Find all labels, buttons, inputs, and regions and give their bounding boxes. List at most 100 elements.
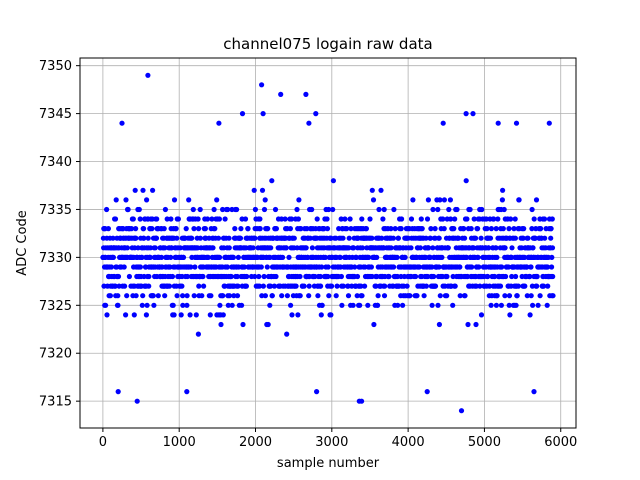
data-point [257,216,263,222]
data-point [217,302,223,308]
data-point [533,197,540,203]
y-tick-label: 7330 [39,251,72,266]
data-point [220,293,226,299]
data-point [414,293,420,299]
data-point [328,312,334,318]
data-point [388,226,394,232]
data-point [541,216,548,222]
data-point [133,293,139,299]
data-point [284,331,290,337]
data-point [144,197,150,203]
data-point [522,254,528,260]
data-point [318,283,324,289]
data-point [369,235,375,241]
data-point [506,226,512,232]
data-point [234,206,240,213]
data-point [541,283,547,289]
data-point [322,254,328,260]
data-point [398,226,404,232]
data-point [115,293,121,299]
data-point [164,216,170,222]
outlier-point [495,120,501,126]
x-tick-label: 1000 [163,435,196,450]
data-point [484,226,490,232]
data-point [362,283,368,289]
data-point [404,283,410,289]
data-point [205,254,211,260]
data-point [130,216,136,222]
chart-title: channel075 logain raw data [223,35,432,53]
data-point [256,273,262,280]
data-point [366,254,372,260]
data-point [445,245,451,251]
data-point [152,245,158,251]
data-point [394,254,400,260]
data-point [104,312,110,318]
data-point [369,273,375,280]
data-point [207,312,213,318]
data-point [265,226,271,232]
data-point [337,254,343,260]
data-point [195,216,201,222]
y-tick-label: 7350 [39,59,72,74]
data-point [141,235,147,241]
data-point [487,235,494,241]
data-point [426,245,432,251]
data-point [268,245,274,251]
data-point [234,293,241,299]
data-point [225,206,231,213]
data-point [505,264,512,270]
data-point [108,264,114,270]
data-point [177,245,183,251]
data-point [112,283,118,289]
data-point [318,312,324,318]
data-point [522,283,528,289]
data-point [439,254,445,260]
data-point [150,187,156,193]
data-point [365,302,371,308]
data-point [513,302,519,308]
data-point [515,283,522,289]
data-point [454,206,460,213]
data-point [462,235,468,241]
data-point [315,293,321,299]
data-point [168,254,174,260]
data-point [139,302,145,308]
data-point [544,264,551,270]
data-point [309,206,315,213]
data-point [379,235,385,241]
data-point [154,216,160,222]
data-point [444,273,450,280]
data-point [306,293,312,299]
data-point [435,302,441,308]
data-point [351,245,357,251]
data-point [252,235,258,241]
data-point [280,254,286,260]
data-point [201,283,207,289]
data-point [527,312,533,318]
data-point [179,283,185,289]
data-point [354,293,360,299]
data-point [463,178,469,184]
data-point [265,321,271,328]
data-point [139,254,145,260]
data-point [410,197,416,203]
data-point [191,226,197,232]
data-point [196,283,202,289]
data-point [380,216,386,222]
data-point [146,273,152,280]
data-point [178,312,184,318]
data-point [161,226,167,232]
data-point [324,216,330,222]
data-point [475,254,481,260]
outlier-point [119,120,125,126]
data-point [550,273,556,280]
data-point [174,235,180,241]
data-point [436,321,442,328]
data-point [535,302,541,308]
data-point [542,235,548,241]
data-point [319,302,325,308]
data-point [125,206,131,213]
data-point [136,206,142,213]
data-point [200,273,206,280]
